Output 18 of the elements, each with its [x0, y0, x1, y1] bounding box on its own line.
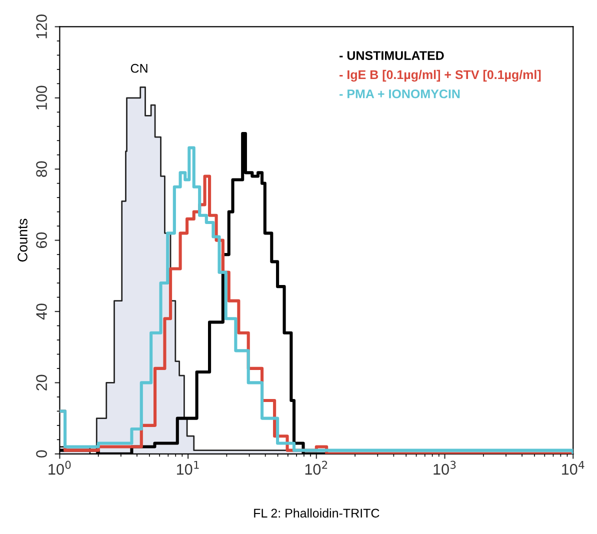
- x-axis-title: FL 2: Phalloidin-TRITC: [254, 508, 380, 518]
- text: - PMA + IONOMYCIN: [340, 89, 460, 98]
- text: - UNSTIMULATED: [340, 51, 444, 60]
- y-tick-label: 40: [36, 304, 47, 320]
- y-tick-label: 20: [36, 374, 47, 390]
- x-tick-label: 10$^{2}$: [305, 460, 328, 475]
- x-tick-label: 10$^{3}$: [434, 460, 456, 475]
- annotation: CN: [130, 64, 148, 73]
- x-tick-label: 10$^{4}$: [562, 460, 584, 475]
- y-tick-label: 120: [36, 14, 47, 38]
- y-tick-label: 100: [36, 86, 47, 110]
- y-tick-label: 80: [36, 161, 47, 177]
- text: - IgE B [0.1µg/ml] + STV [0.1µg/ml]: [340, 70, 541, 82]
- y-tick-label: 60: [36, 232, 47, 248]
- y-tick-label: 0: [36, 450, 47, 458]
- y-axis-title: Counts: [18, 218, 28, 262]
- x-tick-label: 10$^{1}$: [177, 460, 199, 475]
- x-tick-label: 10$^{0}$: [48, 460, 71, 475]
